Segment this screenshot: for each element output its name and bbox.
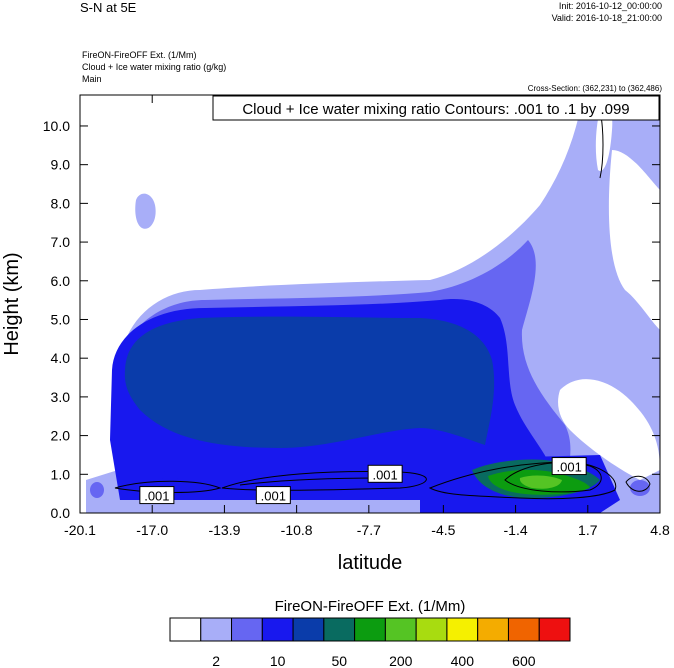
field-gap xyxy=(595,105,613,171)
colorbar-swatch xyxy=(200,617,233,642)
colorbar-swatch xyxy=(323,617,356,642)
field-line-1: FireON-FireOFF Ext. (1/Mm) xyxy=(82,50,197,60)
x-tick-label: 1.7 xyxy=(578,522,598,538)
colorbar-tick-label: 2 xyxy=(212,653,220,668)
y-tick-label: 3.0 xyxy=(51,389,71,405)
colorbar-tick-label: 200 xyxy=(389,653,413,668)
x-tick-label: -7.7 xyxy=(357,522,381,538)
field-blob xyxy=(262,474,274,486)
x-tick-label: -17.0 xyxy=(136,522,168,538)
extinction-field xyxy=(86,95,660,513)
contour-label: .001 xyxy=(372,467,397,482)
contour-line xyxy=(504,462,602,493)
field-line-2: Cloud + Ice water mixing ratio (g/kg) xyxy=(82,62,227,72)
contour-label: .001 xyxy=(261,489,286,504)
contour-legend-box xyxy=(212,95,660,121)
cross-section-label: Cross-Section: (362,231) to (362,486) xyxy=(527,84,662,93)
contour-label-box xyxy=(139,486,175,505)
field-gap xyxy=(608,150,660,330)
y-tick-label: 1.0 xyxy=(51,466,71,482)
field-blob xyxy=(162,470,178,482)
contour-labels: .001 .001 .001 .001 xyxy=(139,457,587,505)
colorbar-swatch xyxy=(446,617,479,642)
colorbar-tick-label: 10 xyxy=(270,653,286,668)
field-blob xyxy=(90,482,104,498)
colorbar-title: FireON-FireOFF Ext. (1/Mm) xyxy=(275,598,466,615)
colorbar-swatch xyxy=(354,617,386,642)
field-line-3: Main xyxy=(82,74,102,84)
colorbar-tick-label: 600 xyxy=(512,653,536,668)
plot-title: S-N at 5E xyxy=(80,0,137,15)
contour-label: .001 xyxy=(557,460,582,475)
y-tick-label: 9.0 xyxy=(51,157,71,173)
colorbar-swatch xyxy=(384,617,417,642)
y-axis-title: Height (km) xyxy=(1,252,23,355)
colorbar-swatch xyxy=(507,617,540,642)
colorbar-swatch xyxy=(231,617,263,642)
field-blob xyxy=(630,480,650,496)
contour-label: .001 xyxy=(144,489,169,504)
y-tick-label: 6.0 xyxy=(51,273,71,289)
field-gap xyxy=(558,379,660,480)
colorbar-tick-label: 400 xyxy=(451,653,475,668)
colorbar-swatch xyxy=(415,617,448,642)
x-tick-label: -13.9 xyxy=(208,522,240,538)
colorbar-swatch xyxy=(477,617,509,642)
contour-line xyxy=(239,477,381,486)
y-tick-label: 5.0 xyxy=(51,311,71,327)
x-axis-title: latitude xyxy=(338,552,403,574)
colorbar-tick-label: 50 xyxy=(331,653,347,668)
contour-line xyxy=(428,461,617,500)
valid-time: Valid: 2016-10-18_21:00:00 xyxy=(551,13,662,23)
init-time: Init: 2016-10-12_00:00:00 xyxy=(558,1,662,11)
contour-label-box xyxy=(551,457,587,476)
y-tick-label: 10.0 xyxy=(43,118,70,134)
y-tick-label: 0.0 xyxy=(51,505,71,521)
contour-label-box xyxy=(367,464,403,483)
x-tick-label: 4.8 xyxy=(650,522,670,538)
x-tick-label: -20.1 xyxy=(64,522,96,538)
colorbar-swatch xyxy=(292,617,325,642)
field-layer-lightgreen xyxy=(519,475,562,489)
field-layer-200 xyxy=(124,316,495,448)
colorbar-swatch xyxy=(538,617,571,642)
x-tick-label: -10.8 xyxy=(281,522,313,538)
colorbar-swatch xyxy=(169,617,202,642)
x-tick-label: -4.5 xyxy=(431,522,455,538)
y-tick-label: 4.0 xyxy=(51,350,71,366)
plot-frame xyxy=(79,94,661,514)
field-layer-2-patch xyxy=(135,193,156,229)
contour-legend-text: Cloud + Ice water mixing ratio Contours:… xyxy=(242,101,629,118)
contour-line xyxy=(625,475,651,492)
x-tick-label: -1.4 xyxy=(504,522,528,538)
colorbar: 2 10 50 200 400 600 xyxy=(169,617,571,668)
y-tick-label: 7.0 xyxy=(51,234,71,250)
contour-label-box xyxy=(255,486,291,505)
axes: -20.1 -17.0 -13.9 -10.8 -7.7 -4.5 -1.4 1.7 4.8 0.… xyxy=(43,94,670,538)
y-tick-label: 2.0 xyxy=(51,428,71,444)
y-tick-label: 8.0 xyxy=(51,195,71,211)
contours xyxy=(114,109,651,500)
colorbar-swatch xyxy=(261,617,294,642)
